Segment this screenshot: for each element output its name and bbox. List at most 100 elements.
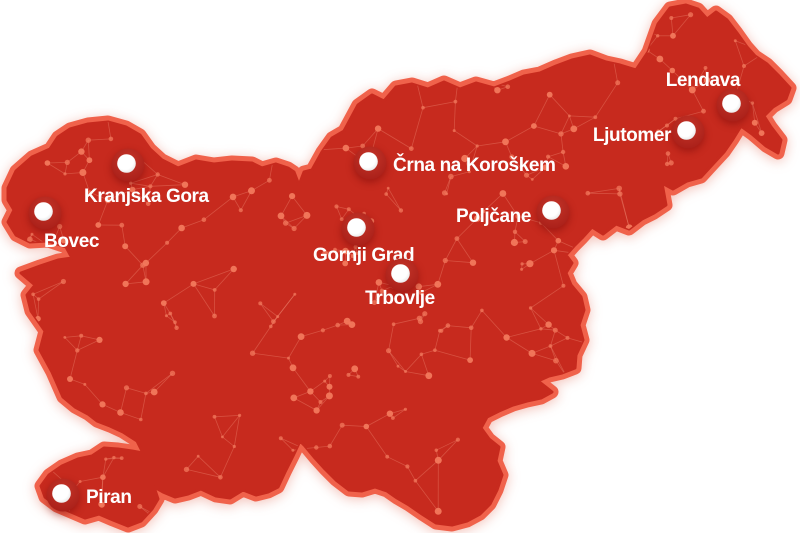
network-dot — [515, 213, 521, 219]
network-line — [553, 250, 564, 286]
network-dot — [108, 136, 114, 142]
network-line — [329, 424, 343, 447]
network-dot — [455, 437, 460, 442]
network-dot — [663, 442, 668, 447]
network-line — [164, 519, 200, 526]
network-line — [437, 260, 446, 285]
network-dot — [342, 260, 349, 267]
network-dot — [413, 478, 418, 483]
network-dot — [434, 507, 442, 515]
network-dot — [299, 470, 307, 477]
network-dot — [27, 236, 33, 243]
network-line — [617, 373, 629, 390]
network-dot — [503, 334, 510, 341]
network-line — [74, 45, 82, 66]
network-dot — [688, 12, 694, 18]
network-dot — [549, 486, 553, 491]
network-line — [97, 199, 109, 226]
network-dot — [98, 501, 104, 507]
network-dot — [348, 321, 356, 328]
network-dot — [740, 163, 745, 168]
network-line — [737, 487, 753, 491]
network-dot — [552, 327, 558, 333]
network-dot — [269, 324, 273, 329]
city-marker-center — [359, 152, 378, 171]
network-line — [777, 190, 783, 224]
network-line — [683, 230, 693, 243]
network-line — [783, 313, 787, 346]
network-dot — [736, 357, 741, 362]
network-dot — [63, 336, 67, 339]
network-dot — [528, 306, 533, 310]
network-dot — [510, 238, 518, 247]
network-line — [505, 125, 535, 143]
network-dot — [415, 283, 422, 290]
network-line — [96, 31, 132, 34]
network-dot — [322, 250, 328, 256]
network-line — [389, 45, 402, 85]
network-line — [17, 130, 32, 146]
network-line — [130, 182, 151, 187]
city-group-gornji-grad: Gornji Grad — [313, 212, 415, 266]
network-line — [773, 420, 790, 423]
network-line — [69, 350, 78, 380]
network-line — [166, 227, 182, 244]
network-line — [735, 260, 742, 276]
network-dot — [547, 37, 554, 44]
network-dot — [710, 212, 715, 217]
network-dot — [219, 26, 226, 33]
network-dot — [26, 454, 32, 460]
network-line — [220, 145, 241, 150]
network-dot — [293, 292, 297, 296]
network-dot — [461, 154, 469, 163]
network-dot — [297, 333, 305, 340]
network-dot — [361, 499, 368, 506]
network-dot — [694, 261, 700, 266]
network-line — [280, 437, 294, 451]
network-line — [679, 473, 688, 504]
network-line — [687, 502, 711, 522]
network-line — [625, 294, 639, 302]
network-dot — [701, 108, 706, 114]
network-dot — [509, 154, 515, 160]
network-line — [456, 238, 474, 263]
network-dot — [756, 194, 760, 198]
network-line — [777, 12, 790, 17]
network-dot — [745, 335, 749, 339]
network-line — [32, 281, 64, 295]
network-dot — [242, 107, 247, 112]
network-line — [436, 439, 459, 451]
network-dot — [303, 211, 311, 219]
network-line — [145, 372, 173, 394]
network-line — [362, 128, 379, 147]
network-line — [405, 354, 422, 372]
network-line — [365, 426, 388, 457]
network-dot — [434, 456, 442, 464]
network-dot — [417, 318, 424, 325]
network-dot — [238, 413, 242, 417]
network-dot — [137, 504, 143, 509]
network-line — [709, 503, 715, 521]
network-line — [389, 19, 402, 46]
network-line — [234, 149, 241, 156]
network-dot — [169, 370, 176, 376]
network-dot — [374, 125, 382, 132]
network-line — [718, 166, 739, 188]
city-marker-center — [391, 264, 410, 283]
network-dot — [291, 448, 295, 452]
network-line — [638, 301, 649, 328]
network-line — [506, 337, 533, 354]
network-dot — [218, 475, 223, 480]
network-dot — [546, 91, 553, 98]
network-line — [387, 187, 402, 211]
network-dot — [692, 339, 697, 344]
network-dot — [8, 349, 14, 356]
city-label: Kranjska Gora — [84, 186, 210, 207]
network-dot — [220, 107, 225, 112]
network-line — [405, 371, 429, 377]
network-line — [679, 261, 697, 264]
network-line — [336, 206, 343, 220]
network-line — [617, 388, 638, 416]
network-line — [758, 190, 779, 197]
network-line — [529, 17, 550, 46]
